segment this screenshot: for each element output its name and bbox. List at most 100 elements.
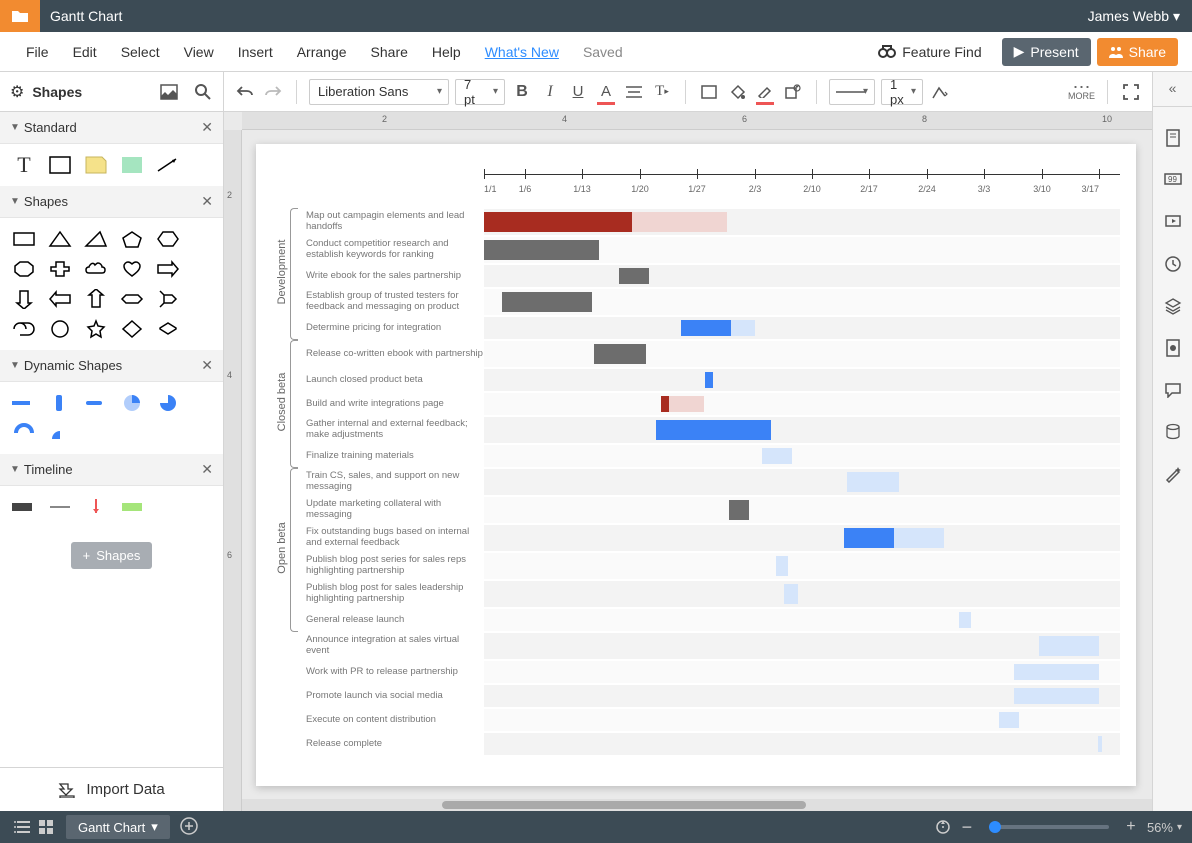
fill-button[interactable] xyxy=(698,81,720,103)
gantt-bar[interactable] xyxy=(959,612,971,628)
gantt-bar[interactable] xyxy=(999,712,1019,728)
dynamic-shape-0[interactable] xyxy=(10,392,38,414)
fullscreen-button[interactable] xyxy=(1120,81,1142,103)
doc-title[interactable]: Gantt Chart xyxy=(40,8,122,24)
gantt-bar[interactable] xyxy=(1014,688,1099,704)
zoom-slider[interactable] xyxy=(989,825,1109,829)
line-style-select[interactable] xyxy=(829,79,875,105)
text-shape[interactable]: T xyxy=(10,154,38,176)
page[interactable]: DevelopmentClosed betaOpen beta 1/11/61/… xyxy=(256,144,1136,786)
shape-7[interactable] xyxy=(82,258,110,280)
gantt-bar[interactable] xyxy=(894,528,944,548)
shape-4[interactable] xyxy=(154,228,182,250)
shape-10[interactable] xyxy=(10,288,38,310)
text-color-button[interactable]: A xyxy=(595,81,617,103)
folder-icon[interactable] xyxy=(0,0,40,32)
shape-9[interactable] xyxy=(154,258,182,280)
close-icon[interactable]: ✕ xyxy=(201,461,213,478)
line-route-button[interactable] xyxy=(929,81,951,103)
shape-11[interactable] xyxy=(46,288,74,310)
dynamic-shape-2[interactable] xyxy=(82,392,110,414)
timeline-line-shape[interactable] xyxy=(46,496,74,518)
shape-3[interactable] xyxy=(118,228,146,250)
import-data-button[interactable]: Import Data xyxy=(0,767,223,811)
shape-18[interactable] xyxy=(118,318,146,340)
collapse-rail-button[interactable]: « xyxy=(1153,80,1192,107)
gantt-bar[interactable] xyxy=(669,396,704,412)
shape-19[interactable] xyxy=(154,318,182,340)
shape-options-button[interactable] xyxy=(782,81,804,103)
shape-5[interactable] xyxy=(10,258,38,280)
menu-edit[interactable]: Edit xyxy=(61,44,109,60)
canvas[interactable]: DevelopmentClosed betaOpen beta 1/11/61/… xyxy=(242,130,1152,811)
shape-1[interactable] xyxy=(46,228,74,250)
gantt-bar[interactable] xyxy=(844,528,894,548)
block-shape[interactable] xyxy=(46,154,74,176)
shape-0[interactable] xyxy=(10,228,38,250)
chevron-down-icon[interactable]: ▾ xyxy=(1177,822,1182,833)
gantt-bar[interactable] xyxy=(502,292,592,312)
gantt-bar[interactable] xyxy=(484,212,632,232)
gantt-bar[interactable] xyxy=(847,472,899,492)
shape-8[interactable] xyxy=(118,258,146,280)
gantt-bar[interactable] xyxy=(776,556,788,576)
present-button[interactable]: ▶ Present xyxy=(1002,38,1091,66)
zoom-out-button[interactable]: − xyxy=(955,815,979,839)
shape-2[interactable] xyxy=(82,228,110,250)
note-shape[interactable] xyxy=(82,154,110,176)
menu-whats-new[interactable]: What's New xyxy=(473,44,571,60)
magic-icon[interactable] xyxy=(1162,463,1184,485)
line-width-select[interactable]: 1 px xyxy=(881,79,923,105)
comments-icon[interactable]: 99 xyxy=(1162,169,1184,191)
font-family-select[interactable]: Liberation Sans xyxy=(309,79,449,105)
undo-button[interactable] xyxy=(234,81,256,103)
feature-find-button[interactable]: Feature Find xyxy=(878,44,981,60)
shape-13[interactable] xyxy=(118,288,146,310)
grid-view-icon[interactable] xyxy=(34,815,58,839)
timeline-block-shape[interactable] xyxy=(10,496,38,518)
layers-icon[interactable] xyxy=(1162,295,1184,317)
font-size-select[interactable]: 7 pt xyxy=(455,79,505,105)
section-timeline[interactable]: ▼ Timeline ✕ xyxy=(0,454,223,486)
gantt-bar[interactable] xyxy=(729,500,749,520)
theme-icon[interactable] xyxy=(1162,337,1184,359)
gantt-bar[interactable] xyxy=(705,372,713,388)
zoom-in-button[interactable]: + xyxy=(1119,815,1143,839)
dynamic-shape-1[interactable] xyxy=(46,392,74,414)
shape-12[interactable] xyxy=(82,288,110,310)
menu-arrange[interactable]: Arrange xyxy=(285,44,359,60)
chat-icon[interactable] xyxy=(1162,379,1184,401)
underline-button[interactable]: U xyxy=(567,81,589,103)
more-button[interactable]: ⋯MORE xyxy=(1068,83,1095,101)
data-icon[interactable] xyxy=(1162,421,1184,443)
dynamic-shape-6[interactable] xyxy=(46,422,74,444)
gantt-bar[interactable] xyxy=(484,240,599,260)
shape-16[interactable] xyxy=(46,318,74,340)
shape-14[interactable] xyxy=(154,288,182,310)
align-button[interactable] xyxy=(623,81,645,103)
horizontal-scrollbar[interactable] xyxy=(242,799,1152,811)
dynamic-shape-4[interactable] xyxy=(154,392,182,414)
dynamic-shape-5[interactable] xyxy=(10,422,38,444)
hotspot-shape[interactable] xyxy=(118,154,146,176)
menu-file[interactable]: File xyxy=(14,44,61,60)
bold-button[interactable]: B xyxy=(511,81,533,103)
image-icon[interactable] xyxy=(159,82,179,102)
present-icon[interactable] xyxy=(1162,211,1184,233)
user-menu[interactable]: James Webb ▾ xyxy=(1088,8,1192,25)
history-icon[interactable] xyxy=(1162,253,1184,275)
add-shapes-button[interactable]: + Shapes xyxy=(71,542,153,569)
gantt-bar[interactable] xyxy=(661,396,669,412)
timeline-interval-shape[interactable] xyxy=(118,496,146,518)
close-icon[interactable]: ✕ xyxy=(201,193,213,210)
gantt-bar[interactable] xyxy=(656,420,771,440)
target-icon[interactable] xyxy=(931,815,955,839)
page-settings-icon[interactable] xyxy=(1162,127,1184,149)
menu-insert[interactable]: Insert xyxy=(226,44,285,60)
add-page-button[interactable] xyxy=(180,817,198,838)
gear-icon[interactable]: ⚙ xyxy=(10,82,24,102)
gantt-bar[interactable] xyxy=(762,448,792,464)
gantt-bar[interactable] xyxy=(731,320,755,336)
gantt-bar[interactable] xyxy=(1098,736,1102,752)
share-button[interactable]: Share xyxy=(1097,38,1178,66)
